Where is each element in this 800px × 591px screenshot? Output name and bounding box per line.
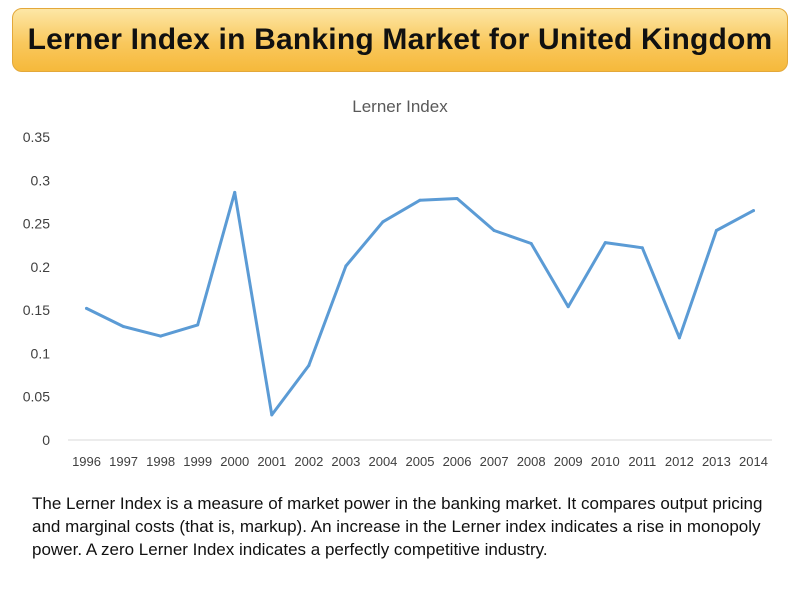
x-tick-label: 2007 xyxy=(480,454,509,469)
y-tick-label: 0 xyxy=(42,432,50,448)
x-tick-label: 2004 xyxy=(368,454,397,469)
chart-title: Lerner Index xyxy=(352,97,448,116)
x-tick-label: 2010 xyxy=(591,454,620,469)
y-tick-label: 0.15 xyxy=(23,302,50,318)
x-tick-label: 2014 xyxy=(739,454,768,469)
x-axis-ticks: 1996 1997 1998 1999 2000 2001 2002 2003 2004 2005… xyxy=(72,454,768,469)
data-point xyxy=(603,241,607,245)
data-point xyxy=(640,246,644,250)
x-tick-label: 2001 xyxy=(257,454,286,469)
x-tick-label: 2005 xyxy=(406,454,435,469)
y-tick-label: 0.25 xyxy=(23,216,50,232)
data-point xyxy=(492,228,496,232)
data-point xyxy=(529,241,533,245)
chart-area: Lerner Index 0 0.05 0.1 0.15 0.2 0.25 0.3 0.35 … xyxy=(0,80,800,480)
y-tick-label: 0.05 xyxy=(23,389,50,405)
x-tick-label: 2003 xyxy=(331,454,360,469)
x-tick-label: 2000 xyxy=(220,454,249,469)
data-point xyxy=(677,336,681,340)
data-point xyxy=(122,325,126,329)
data-point xyxy=(159,334,163,338)
data-point xyxy=(381,220,385,224)
title-banner: Lerner Index in Banking Market for Unite… xyxy=(12,8,788,72)
x-tick-label: 2013 xyxy=(702,454,731,469)
data-point xyxy=(455,196,459,200)
data-points xyxy=(85,190,755,417)
data-point xyxy=(270,413,274,417)
line-chart: Lerner Index 00.050.10.150.20.250.30.35 … xyxy=(23,97,772,469)
y-tick-label: 0.2 xyxy=(31,259,51,275)
data-point xyxy=(344,264,348,268)
y-tick-label: 0.35 xyxy=(23,129,50,145)
x-tick-label: 1998 xyxy=(146,454,175,469)
x-tick-label: 2006 xyxy=(443,454,472,469)
x-tick-label: 2012 xyxy=(665,454,694,469)
data-point xyxy=(714,228,718,232)
y-tick-label: 0.1 xyxy=(31,345,51,361)
data-point xyxy=(307,364,311,368)
x-tick-label: 1997 xyxy=(109,454,138,469)
data-point xyxy=(85,306,89,310)
description-text: The Lerner Index is a measure of market … xyxy=(32,494,763,559)
data-point xyxy=(566,305,570,309)
x-tick-label: 2008 xyxy=(517,454,546,469)
y-tick-label: 0.3 xyxy=(31,172,51,188)
page-title: Lerner Index in Banking Market for Unite… xyxy=(27,23,773,56)
x-tick-label: 2011 xyxy=(628,454,656,469)
data-point xyxy=(751,209,755,213)
data-point xyxy=(418,198,422,202)
x-tick-label: 1996 xyxy=(72,454,101,469)
x-tick-label: 1999 xyxy=(183,454,212,469)
x-tick-label: 2009 xyxy=(554,454,583,469)
data-point xyxy=(233,190,237,194)
y-axis-ticks: 0 0.05 0.1 0.15 0.2 0.25 0.3 0.35 xyxy=(23,129,50,448)
data-point xyxy=(196,323,200,327)
x-tick-label: 2002 xyxy=(294,454,323,469)
lerner-index-line xyxy=(85,190,755,417)
